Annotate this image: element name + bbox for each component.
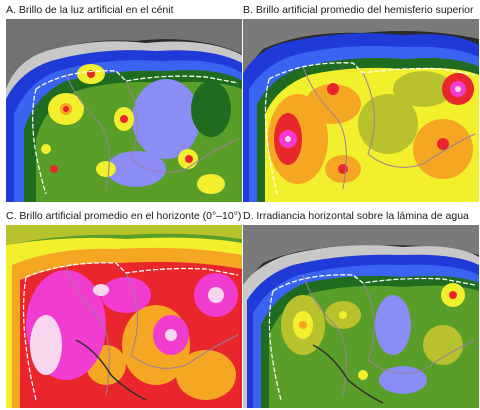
- map-a-zenith-brightness: [6, 19, 242, 202]
- panel-d-title: D. Irradiancia horizontal sobre la lámin…: [243, 210, 469, 222]
- map-b-upper-hemisphere-brightness: [243, 19, 479, 202]
- panel-a-title: A. Brillo de la luz artificial en el cén…: [6, 4, 174, 16]
- map-c-horizon-brightness: [6, 225, 242, 408]
- panel-b-title: B. Brillo artificial promedio del hemisf…: [243, 4, 474, 16]
- panel-c-title: C. Brillo artificial promedio en el hori…: [6, 210, 242, 222]
- map-d-horizontal-irradiance: [243, 225, 479, 408]
